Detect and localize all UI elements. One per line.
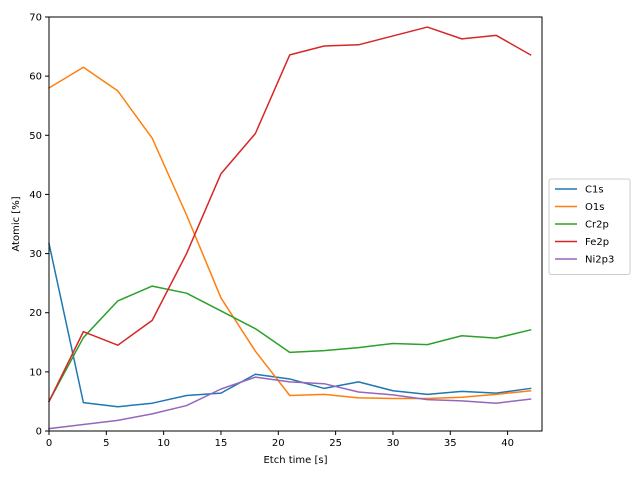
y-tick-label: 60: [29, 72, 42, 83]
x-tick-label: 40: [501, 438, 514, 449]
y-tick-label: 20: [29, 308, 42, 319]
y-tick-label: 50: [29, 131, 42, 142]
x-tick-label: 35: [444, 438, 457, 449]
legend-label: Ni2p3: [585, 255, 614, 266]
x-axis: 0 5 10 15 20 25 30 35 40: [46, 431, 514, 449]
series-layer: [47, 26, 532, 430]
legend-box: [548, 178, 631, 275]
y-tick-label: 40: [29, 190, 42, 201]
legend-label: Fe2p: [585, 237, 609, 248]
y-axis-label: Atomic [%]: [11, 196, 22, 251]
x-tick-label: 15: [215, 438, 228, 449]
legend-label: Cr2p: [585, 220, 609, 231]
x-tick-label: 20: [272, 438, 285, 449]
x-tick-label: 30: [387, 438, 400, 449]
series-line-c1s: [48, 242, 532, 408]
x-tick-label: 10: [157, 438, 170, 449]
y-tick-label: 0: [36, 427, 42, 438]
y-tick-label: 10: [29, 367, 42, 378]
legend-label: C1s: [585, 185, 604, 196]
legend-label: O1s: [585, 202, 604, 213]
series-line-o1s: [47, 66, 532, 400]
y-axis: 0 10 20 30 40 50 60 70: [29, 13, 49, 438]
series-line-fe2p: [47, 26, 532, 403]
x-tick-label: 5: [103, 438, 109, 449]
series-line-ni2p3: [48, 376, 532, 430]
x-tick-label: 0: [46, 438, 52, 449]
y-tick-label: 70: [29, 13, 42, 24]
x-axis-label: Etch time [s]: [263, 455, 327, 466]
legend: C1s O1s Cr2p Fe2p Ni2p3: [548, 178, 631, 275]
y-tick-label: 30: [29, 249, 42, 260]
series-line-cr2p: [47, 285, 532, 403]
plot-frame: [48, 16, 543, 432]
x-tick-label: 25: [329, 438, 342, 449]
